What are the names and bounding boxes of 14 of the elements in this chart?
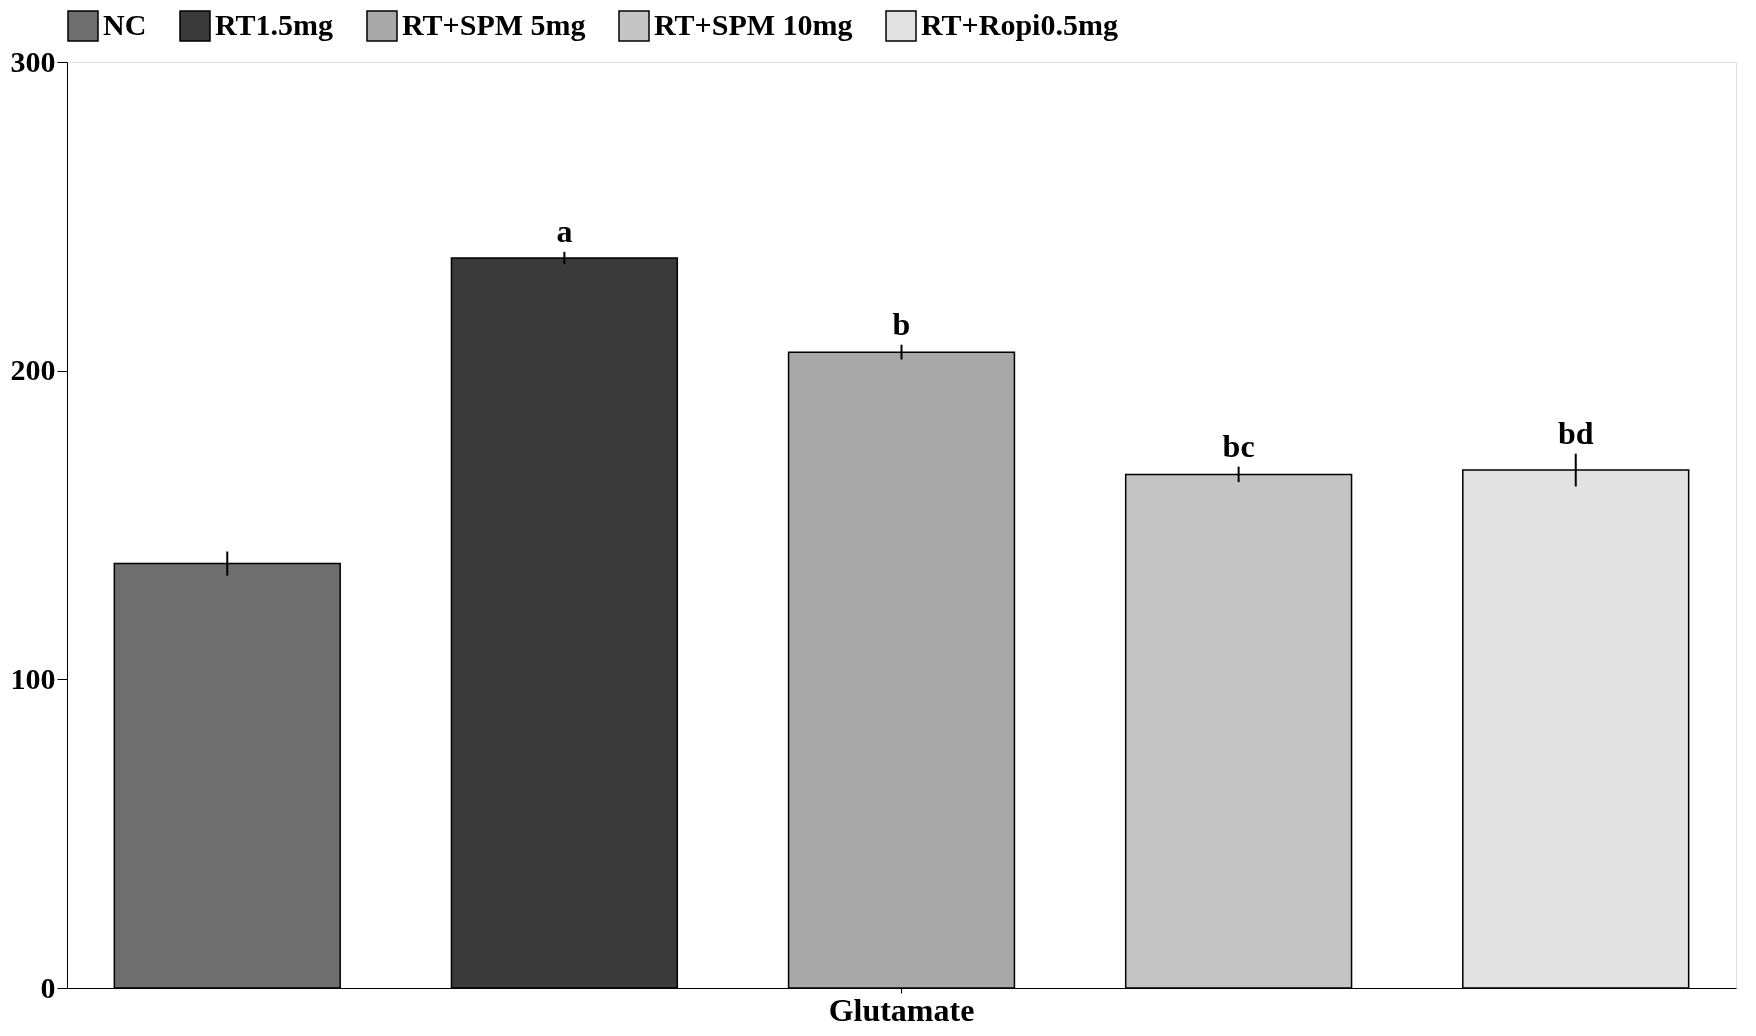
y-tick-label: 200 [10,353,56,387]
y-tick-label: 300 [10,44,56,78]
y-tick-label: 100 [10,661,56,695]
data-label: b [892,305,911,342]
legend-label: NC [103,8,147,41]
x-tick-label: Glutamate [828,991,975,1028]
legend-label: RT+Ropi0.5mg [921,8,1118,41]
legend-label: RT1.5mg [215,8,334,41]
data-label: bd [1557,414,1594,451]
legend-label: RT+SPM 10mg [654,8,853,41]
data-label: bc [1222,427,1255,464]
data-label: a [556,212,573,249]
legend-label: RT+SPM 5mg [402,8,586,41]
y-tick-label: 0 [40,970,56,1004]
